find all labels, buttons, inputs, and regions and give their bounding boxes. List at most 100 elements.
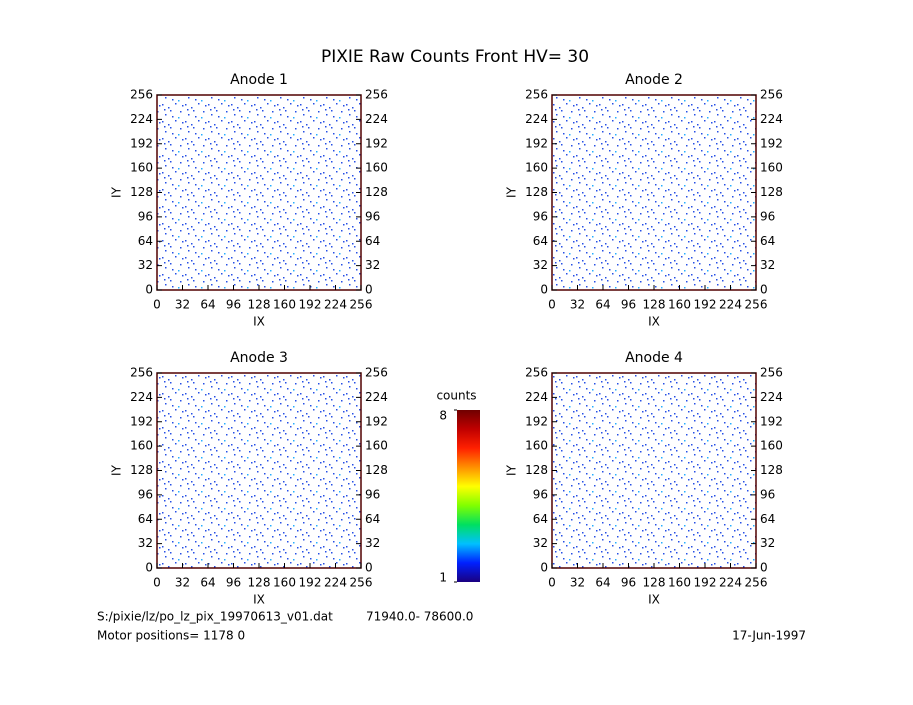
y2-tick-label: 224	[760, 390, 783, 404]
y-tick-label: 224	[525, 390, 548, 404]
x-tick-label: 192	[694, 298, 717, 312]
y-tick-label: 96	[138, 209, 153, 223]
y2-tick-label: 96	[365, 487, 380, 501]
y-tick-label: 64	[138, 234, 153, 248]
y2-tick-label: 0	[365, 283, 373, 297]
y2-tick-label: 256	[365, 88, 388, 102]
x-tick-label: 224	[719, 298, 742, 312]
x-tick-label: 64	[200, 298, 215, 312]
x-tick-label: 0	[153, 298, 161, 312]
x-tick-label: 160	[273, 576, 296, 590]
x-tick-label: 224	[324, 576, 347, 590]
x-tick-label: 96	[226, 298, 241, 312]
y-tick-label: 256	[525, 366, 548, 380]
x-tick-label: 96	[621, 298, 636, 312]
y-tick-label: 64	[533, 234, 548, 248]
panel-title: Anode 3	[230, 350, 288, 366]
motor-positions: Motor positions= 1178 0	[97, 629, 245, 643]
y2-tick-label: 160	[760, 161, 783, 175]
y2-tick-label: 0	[365, 561, 373, 575]
y2-tick-label: 224	[365, 390, 388, 404]
y-tick-label: 160	[525, 161, 548, 175]
y2-tick-label: 256	[760, 88, 783, 102]
y-tick-label: 256	[130, 366, 153, 380]
x-tick-label: 128	[248, 576, 271, 590]
y-tick-label: 0	[540, 561, 548, 575]
x-tick-label: 128	[248, 298, 271, 312]
y-tick-label: 224	[525, 112, 548, 126]
x-tick-label: 256	[350, 298, 373, 312]
y2-tick-label: 64	[365, 234, 380, 248]
y-axis-label: IY	[505, 464, 519, 476]
plot-texture	[552, 373, 756, 568]
x-tick-label: 256	[745, 298, 768, 312]
x-tick-label: 64	[595, 576, 610, 590]
x-tick-label: 192	[694, 576, 717, 590]
y2-tick-label: 32	[365, 536, 380, 550]
x-tick-label: 160	[668, 576, 691, 590]
y2-tick-label: 160	[365, 161, 388, 175]
x-tick-label: 0	[548, 298, 556, 312]
x-tick-label: 32	[175, 298, 190, 312]
y-tick-label: 192	[525, 136, 548, 150]
x-axis-label: IX	[253, 593, 265, 607]
y-tick-label: 64	[533, 512, 548, 526]
y-tick-label: 224	[130, 112, 153, 126]
y2-tick-label: 192	[365, 414, 388, 428]
colorbar-tick-label: 8	[439, 409, 447, 423]
y2-tick-label: 96	[760, 209, 775, 223]
panel-title: Anode 1	[230, 72, 288, 88]
x-tick-label: 224	[324, 298, 347, 312]
x-tick-label: 192	[299, 576, 322, 590]
y-tick-label: 192	[130, 136, 153, 150]
y2-tick-label: 64	[760, 234, 775, 248]
date: 17-Jun-1997	[732, 629, 806, 643]
y-tick-label: 160	[130, 439, 153, 453]
y2-tick-label: 0	[760, 561, 768, 575]
y-tick-label: 192	[525, 414, 548, 428]
y2-tick-label: 128	[365, 185, 388, 199]
y2-tick-label: 224	[365, 112, 388, 126]
y-tick-label: 256	[130, 88, 153, 102]
y2-tick-label: 256	[760, 366, 783, 380]
y2-tick-label: 128	[760, 463, 783, 477]
y2-tick-label: 224	[760, 112, 783, 126]
x-tick-label: 256	[350, 576, 373, 590]
x-tick-label: 32	[570, 576, 585, 590]
y2-tick-label: 192	[760, 414, 783, 428]
x-tick-label: 32	[175, 576, 190, 590]
colorbar-tick-label: 1	[439, 571, 447, 585]
y-tick-label: 224	[130, 390, 153, 404]
x-axis-label: IX	[648, 315, 660, 329]
y-tick-label: 128	[130, 463, 153, 477]
y-tick-label: 0	[540, 283, 548, 297]
panel-title: Anode 4	[625, 350, 683, 366]
chart-title: PIXIE Raw Counts Front HV= 30	[321, 47, 589, 67]
x-axis-label: IX	[648, 593, 660, 607]
y-tick-label: 160	[130, 161, 153, 175]
y-axis-label: IY	[110, 186, 124, 198]
plot-texture	[157, 95, 361, 290]
y-tick-label: 160	[525, 439, 548, 453]
x-tick-label: 128	[643, 576, 666, 590]
y-tick-label: 128	[130, 185, 153, 199]
y2-tick-label: 128	[760, 185, 783, 199]
y2-tick-label: 96	[760, 487, 775, 501]
x-tick-label: 224	[719, 576, 742, 590]
x-tick-label: 160	[273, 298, 296, 312]
y2-tick-label: 160	[365, 439, 388, 453]
y-tick-label: 32	[533, 536, 548, 550]
y-tick-label: 0	[145, 561, 153, 575]
y2-tick-label: 256	[365, 366, 388, 380]
x-tick-label: 96	[621, 576, 636, 590]
y-tick-label: 256	[525, 88, 548, 102]
colorbar-label: counts	[436, 389, 476, 403]
y-tick-label: 128	[525, 185, 548, 199]
y2-tick-label: 160	[760, 439, 783, 453]
colorbar	[457, 410, 480, 582]
y-tick-label: 0	[145, 283, 153, 297]
y-tick-label: 32	[533, 258, 548, 272]
x-tick-label: 64	[595, 298, 610, 312]
